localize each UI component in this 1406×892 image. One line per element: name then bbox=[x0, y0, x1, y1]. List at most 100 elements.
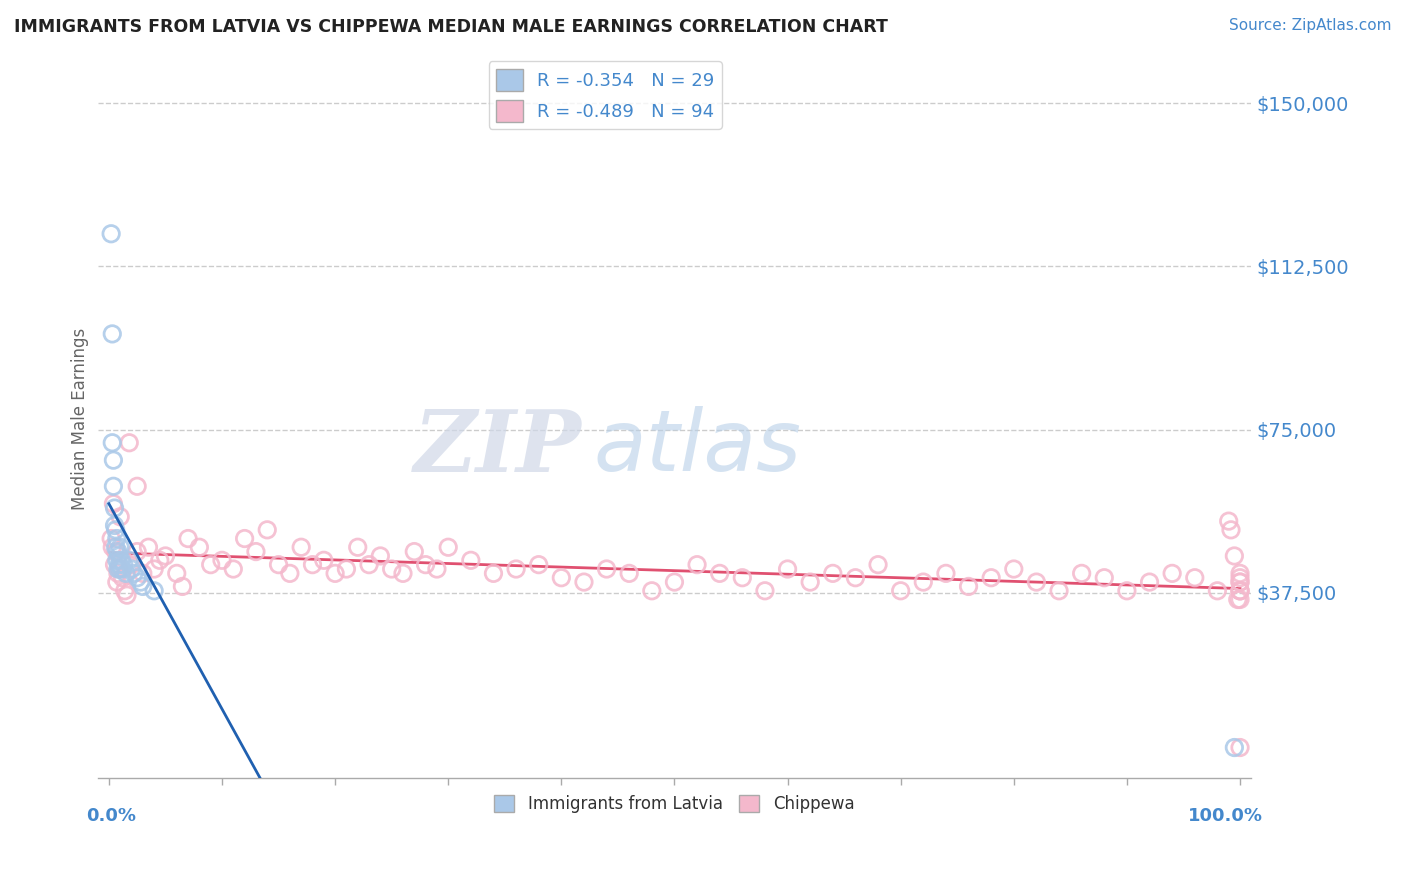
Point bbox=[437, 541, 460, 555]
Point bbox=[149, 553, 172, 567]
Point bbox=[211, 553, 233, 567]
Point bbox=[118, 435, 141, 450]
Point bbox=[1139, 575, 1161, 590]
Point bbox=[957, 579, 980, 593]
Point bbox=[1161, 566, 1184, 581]
Point bbox=[138, 541, 160, 555]
Text: 0.0%: 0.0% bbox=[86, 806, 136, 825]
Point bbox=[108, 562, 131, 576]
Point bbox=[1002, 562, 1025, 576]
Point bbox=[527, 558, 550, 572]
Point bbox=[1226, 592, 1249, 607]
Point bbox=[129, 575, 152, 590]
Text: atlas: atlas bbox=[593, 406, 801, 489]
Point bbox=[103, 558, 125, 572]
Legend: R = -0.354   N = 29, R = -0.489   N = 94: R = -0.354 N = 29, R = -0.489 N = 94 bbox=[489, 62, 721, 129]
Point bbox=[121, 558, 143, 572]
Point bbox=[1206, 583, 1229, 598]
Point bbox=[550, 571, 572, 585]
Point bbox=[799, 575, 821, 590]
Point bbox=[1070, 566, 1092, 581]
Point bbox=[1184, 571, 1206, 585]
Point bbox=[172, 579, 194, 593]
Point bbox=[415, 558, 437, 572]
Point bbox=[121, 562, 143, 576]
Point bbox=[107, 566, 129, 581]
Point bbox=[1229, 583, 1251, 598]
Point bbox=[1229, 740, 1251, 755]
Point bbox=[101, 326, 124, 341]
Point bbox=[404, 544, 426, 558]
Text: 100.0%: 100.0% bbox=[1188, 806, 1263, 825]
Point bbox=[754, 583, 776, 598]
Point bbox=[641, 583, 664, 598]
Point bbox=[222, 562, 245, 576]
Point bbox=[127, 571, 149, 585]
Point bbox=[100, 227, 122, 241]
Point bbox=[267, 558, 290, 572]
Point bbox=[107, 562, 129, 576]
Point bbox=[143, 583, 166, 598]
Point bbox=[104, 544, 127, 558]
Point bbox=[108, 558, 131, 572]
Text: IMMIGRANTS FROM LATVIA VS CHIPPEWA MEDIAN MALE EARNINGS CORRELATION CHART: IMMIGRANTS FROM LATVIA VS CHIPPEWA MEDIA… bbox=[14, 18, 889, 36]
Point bbox=[108, 549, 131, 563]
Point bbox=[118, 553, 141, 567]
Point bbox=[460, 553, 482, 567]
Point bbox=[346, 541, 368, 555]
Y-axis label: Median Male Earnings: Median Male Earnings bbox=[72, 327, 89, 510]
Point bbox=[103, 453, 125, 467]
Point bbox=[776, 562, 799, 576]
Point bbox=[323, 566, 346, 581]
Point bbox=[104, 541, 127, 555]
Point bbox=[1229, 575, 1251, 590]
Point bbox=[115, 588, 138, 602]
Point bbox=[1229, 571, 1251, 585]
Point bbox=[105, 575, 128, 590]
Point bbox=[108, 509, 131, 524]
Point bbox=[115, 566, 138, 581]
Point bbox=[890, 583, 912, 598]
Point bbox=[686, 558, 709, 572]
Point bbox=[912, 575, 935, 590]
Point bbox=[572, 575, 595, 590]
Point bbox=[1047, 583, 1070, 598]
Point bbox=[108, 541, 131, 555]
Point bbox=[278, 566, 301, 581]
Point bbox=[127, 544, 149, 558]
Text: ZIP: ZIP bbox=[415, 406, 582, 490]
Point bbox=[301, 558, 323, 572]
Point bbox=[103, 501, 125, 516]
Point bbox=[935, 566, 957, 581]
Point bbox=[482, 566, 505, 581]
Point bbox=[1092, 571, 1115, 585]
Point bbox=[731, 571, 754, 585]
Point bbox=[1025, 575, 1047, 590]
Point bbox=[664, 575, 686, 590]
Point bbox=[1229, 583, 1251, 598]
Point bbox=[1229, 566, 1251, 581]
Point bbox=[1218, 514, 1240, 528]
Point bbox=[108, 562, 131, 576]
Point bbox=[105, 553, 128, 567]
Point bbox=[166, 566, 188, 581]
Point bbox=[177, 532, 200, 546]
Point bbox=[188, 541, 211, 555]
Point bbox=[1229, 592, 1251, 607]
Point bbox=[132, 566, 155, 581]
Point bbox=[312, 553, 335, 567]
Point bbox=[107, 544, 129, 558]
Point bbox=[122, 566, 145, 581]
Point bbox=[111, 571, 134, 585]
Point bbox=[103, 518, 125, 533]
Point bbox=[357, 558, 380, 572]
Point bbox=[111, 562, 134, 576]
Point bbox=[1229, 575, 1251, 590]
Point bbox=[335, 562, 357, 576]
Point bbox=[980, 571, 1002, 585]
Point bbox=[595, 562, 617, 576]
Point bbox=[100, 532, 122, 546]
Point bbox=[101, 435, 124, 450]
Point bbox=[392, 566, 415, 581]
Point bbox=[821, 566, 844, 581]
